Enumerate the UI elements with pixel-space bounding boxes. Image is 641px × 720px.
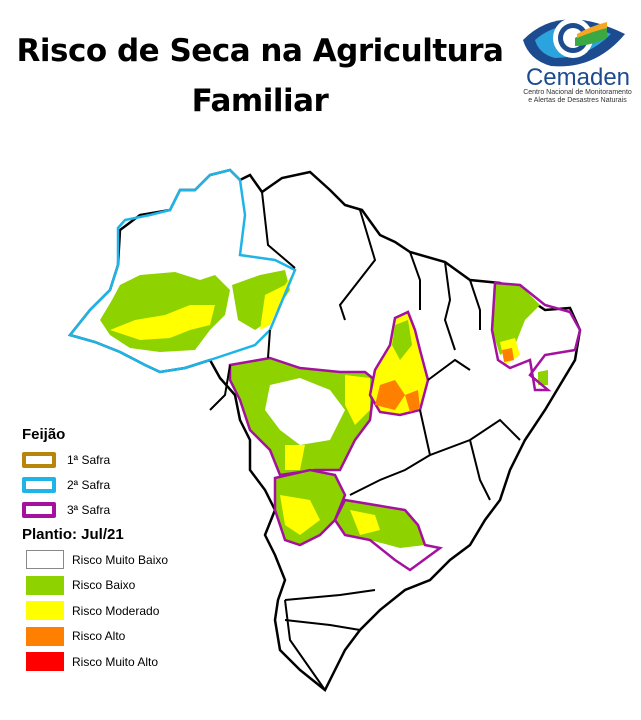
legend: Feijão 1ª Safra 2ª Safra 3ª Safra Planti… (22, 426, 168, 675)
legend-risk-high: Risco Alto (22, 624, 168, 650)
legend-harvest-3: 3ª Safra (22, 497, 168, 522)
risk-high-swatch (26, 626, 64, 646)
harvest-2-swatch (22, 476, 56, 493)
risk-moderate-swatch (26, 601, 64, 621)
legend-risk-low: Risco Baixo (22, 573, 168, 599)
legend-harvest-1: 1ª Safra (22, 447, 168, 472)
legend-risk-very-low: Risco Muito Baixo (22, 547, 168, 573)
logo-subtitle: Centro Nacional de Monitoramento e Alert… (523, 89, 632, 104)
title-line-1: Risco de Seca na Agricultura (16, 33, 504, 69)
title-line-2: Familiar (191, 83, 329, 119)
risk-very-low-swatch (26, 550, 64, 570)
harvest-1-swatch (22, 451, 56, 468)
harvest-3-swatch (22, 501, 56, 518)
risk-very-high-swatch (26, 652, 64, 672)
legend-planting-heading: Plantio: Jul/21 (22, 526, 124, 543)
risk-low-swatch (26, 575, 64, 595)
logo-name: Cemaden (525, 64, 631, 91)
cemaden-logo-icon (523, 18, 625, 67)
legend-harvest-2: 2ª Safra (22, 472, 168, 497)
legend-risk-moderate: Risco Moderado (22, 598, 168, 624)
legend-crop-heading: Feijão (22, 426, 66, 443)
legend-risk-very-high: Risco Muito Alto (22, 649, 168, 675)
page-title: Risco de Seca na Agricultura Familiar (0, 26, 520, 126)
